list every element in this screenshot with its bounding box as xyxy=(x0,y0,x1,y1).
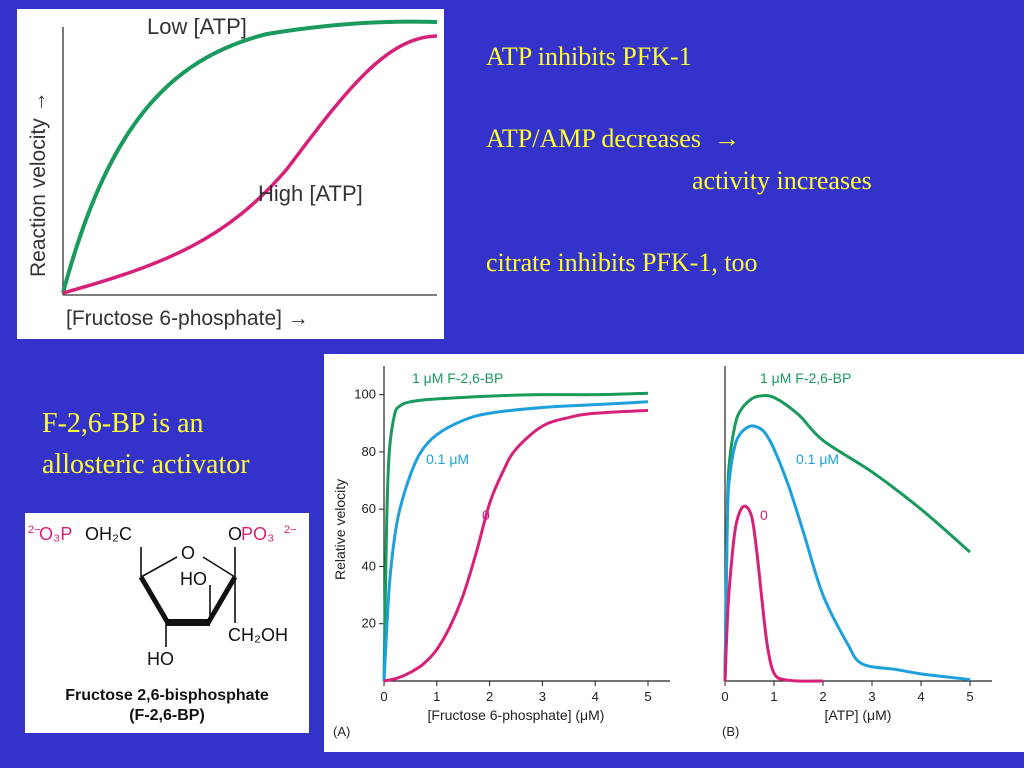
chart-a-xlabel: [Fructose 6-phosphate] (μM) xyxy=(428,707,605,723)
chart-a-y-tick-label: 20 xyxy=(362,616,376,631)
chart-a-x-tick-label: 5 xyxy=(644,689,651,704)
chart-b-label-01um: 0.1 μM xyxy=(796,451,839,467)
right-po3: PO₃ xyxy=(241,524,274,544)
text-ratio-decreases: ATP/AMP decreases → xyxy=(486,124,740,153)
pfk-charts-panel: Relative velocity [Fructose 6-phosphate]… xyxy=(324,354,1024,752)
text-citrate-inhibits: citrate inhibits PFK-1, too xyxy=(486,248,758,277)
chart-a-y-tick-label: 60 xyxy=(362,501,376,516)
chart-b-x-tick-label: 0 xyxy=(721,689,728,704)
chart-b-x-tick-label: 3 xyxy=(868,689,875,704)
chart-b-x-tick-label: 4 xyxy=(917,689,924,704)
ring-oxygen: O xyxy=(181,543,195,563)
chart-a-y-tick-label: 40 xyxy=(362,558,376,573)
chart-a-y-tick-label: 100 xyxy=(354,387,376,402)
pfk-charts-svg: Relative velocity [Fructose 6-phosphate]… xyxy=(332,366,992,739)
ho-bottom: HO xyxy=(147,649,174,669)
chart-a-x-tick-label: 0 xyxy=(380,689,387,704)
chart-b-series-2 xyxy=(723,504,824,683)
chart-a-label-01um: 0.1 μM xyxy=(426,451,469,467)
low-atp-label: Low [ATP] xyxy=(147,14,247,39)
right-phosphate-group: O PO₃ 2− xyxy=(228,524,297,544)
chart-a-series-2 xyxy=(383,408,649,683)
high-atp-label: High [ATP] xyxy=(258,181,363,206)
chart-a-panel-label: (A) xyxy=(333,724,350,739)
molecule-name: Fructose 2,6-bisphosphate xyxy=(65,687,269,704)
chart-b-series-0 xyxy=(723,393,971,682)
reaction-velocity-axis-label: Reaction velocity → xyxy=(27,91,50,277)
fructose-axis-label: [Fructose 6-phosphate] → xyxy=(66,307,309,330)
chart-a-x-tick-label: 1 xyxy=(433,689,440,704)
left-phosphate-group: 2− O₃P OH₂C xyxy=(28,524,132,544)
relative-velocity-axis-label: Relative velocity xyxy=(332,479,348,580)
text-activator-line1: F-2,6-BP is an xyxy=(42,408,204,439)
f26bp-structure-panel: 2− O₃P OH₂C O PO₃ 2− O HO CH₂OH HO Fruct… xyxy=(25,513,309,733)
left-charge: 2− xyxy=(28,524,41,536)
atp-curves-figure: Low [ATP] High [ATP] Reaction velocity →… xyxy=(17,9,444,339)
atp-curves-svg: Low [ATP] High [ATP] Reaction velocity →… xyxy=(27,14,438,330)
chart-a-x-tick-label: 3 xyxy=(539,689,546,704)
chart-a-series-0 xyxy=(382,391,649,682)
ho-top: HO xyxy=(180,569,207,589)
f26bp-structure-svg: 2− O₃P OH₂C O PO₃ 2− O HO CH₂OH HO Fruct… xyxy=(28,524,297,724)
chart-b-label-0: 0 xyxy=(760,507,768,523)
chart-a-y-tick-label: 80 xyxy=(362,444,376,459)
furanose-ring xyxy=(138,547,238,647)
left-ch2: OH₂C xyxy=(85,524,132,544)
right-charge: 2− xyxy=(284,524,297,536)
chart-b-panel-label: (B) xyxy=(722,724,739,739)
chart-a-x-tick-label: 4 xyxy=(592,689,599,704)
chart-b-label-1um: 1 μM F-2,6-BP xyxy=(760,370,851,386)
chart-b-x-tick-label: 2 xyxy=(819,689,826,704)
text-activator-line2: allosteric activator xyxy=(42,449,250,480)
chart-a-label-1um: 1 μM F-2,6-BP xyxy=(412,370,503,386)
ch2oh: CH₂OH xyxy=(228,625,288,645)
right-o: O xyxy=(228,524,242,544)
chart-a-label-0: 0 xyxy=(482,507,490,523)
chart-b-x-tick-label: 5 xyxy=(966,689,973,704)
chart-b-x-tick-label: 1 xyxy=(770,689,777,704)
chart-a-series-1 xyxy=(382,400,649,682)
chart-b-series-1 xyxy=(723,424,971,682)
text-activity-increases: activity increases xyxy=(692,166,872,195)
molecule-abbr: (F-2,6-BP) xyxy=(129,707,205,724)
low-atp-curve xyxy=(61,19,438,294)
text-atp-inhibits: ATP inhibits PFK-1 xyxy=(486,42,692,71)
left-o3p: O₃P xyxy=(39,524,72,544)
high-atp-curve xyxy=(62,34,438,295)
chart-a-x-tick-label: 2 xyxy=(486,689,493,704)
chart-b-xlabel: [ATP] (μM) xyxy=(825,707,892,723)
